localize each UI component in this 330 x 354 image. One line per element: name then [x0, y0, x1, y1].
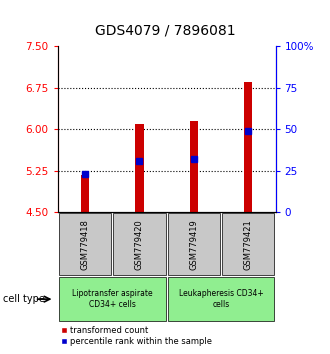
- Text: GSM779418: GSM779418: [81, 219, 89, 270]
- Bar: [222, 213, 275, 275]
- Legend: transformed count, percentile rank within the sample: transformed count, percentile rank withi…: [62, 326, 212, 346]
- Bar: [135, 124, 144, 212]
- Bar: [190, 121, 198, 212]
- Bar: [244, 82, 252, 212]
- Bar: [113, 213, 166, 275]
- Text: GSM779421: GSM779421: [244, 219, 253, 270]
- Text: Leukapheresis CD34+
cells: Leukapheresis CD34+ cells: [179, 290, 263, 309]
- Bar: [59, 213, 111, 275]
- Bar: [168, 213, 220, 275]
- Bar: [168, 277, 275, 321]
- Text: GSM779419: GSM779419: [189, 219, 198, 270]
- Bar: [81, 175, 89, 212]
- Text: GDS4079 / 7896081: GDS4079 / 7896081: [95, 23, 235, 37]
- Bar: [59, 277, 166, 321]
- Text: Lipotransfer aspirate
CD34+ cells: Lipotransfer aspirate CD34+ cells: [72, 290, 152, 309]
- Text: GSM779420: GSM779420: [135, 219, 144, 270]
- Text: cell type: cell type: [3, 294, 45, 304]
